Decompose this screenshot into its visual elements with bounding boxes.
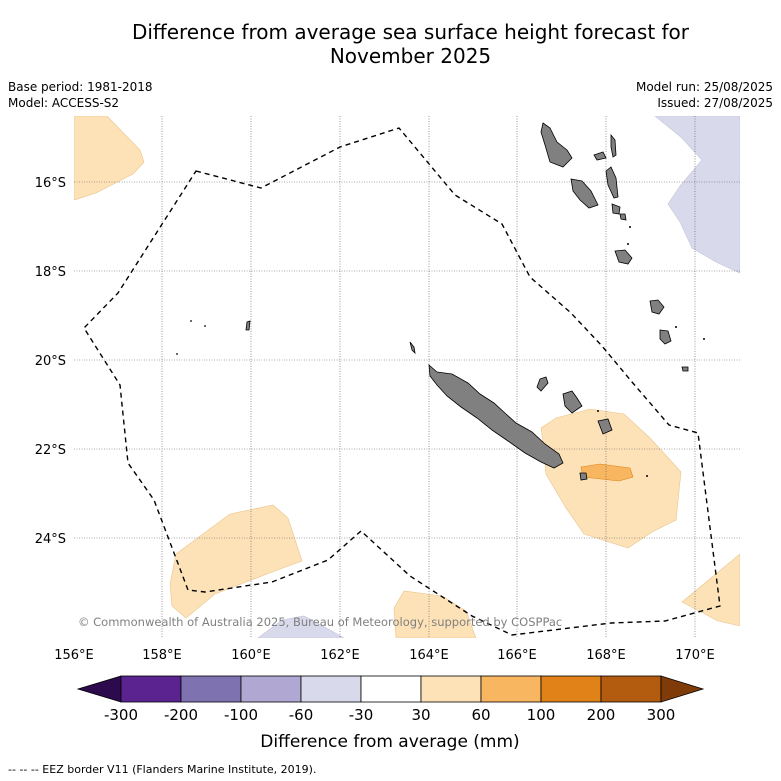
lon-label: 168°E [586,648,626,663]
tanna-island [659,329,672,345]
colorbar-segment [240,675,302,703]
model-run: Model run: 25/08/2025 [635,80,773,94]
small-islets [176,226,705,477]
maewo-island [610,133,617,158]
aneityum-island [681,366,689,372]
epi-island [611,203,621,215]
lon-label: 160°E [231,648,271,663]
colorbar-tick-label: -200 [164,706,198,724]
colorbar-tick-label: -100 [224,706,258,724]
colorbar-tick-label: -60 [289,706,314,724]
right-metadata: Model run: 25/08/2025 Issued: 27/08/2025 [636,79,773,111]
colorbar-tick-label: 100 [527,706,556,724]
ouvea-island [536,376,549,392]
eez-border [83,127,721,636]
map-area [74,116,740,638]
anomaly-negative-ne [654,116,740,274]
base-period: Base period: 1981-2018 [8,80,153,94]
lon-label: 164°E [409,648,449,663]
belep-island [409,341,416,355]
colorbar-segment [180,675,242,703]
longitude-labels: 156°E 158°E 160°E 162°E 164°E 166°E 168°… [54,648,715,663]
anomaly-negative-south [257,615,345,638]
colorbar-tick-label: -300 [104,706,138,724]
colorbar-title: Difference from average (mm) [260,732,519,752]
colorbar-under-arrow [76,675,122,703]
eez-footnote: -- -- -- EEZ border V11 (Flanders Marine… [8,763,317,776]
anomaly-positive-se [681,553,740,627]
anomaly-positive-sw [169,504,303,619]
colorbar-tick-label: 300 [647,706,676,724]
colorbar: -300 -200 -100 -60 -30 30 60 100 200 300 [76,675,705,724]
malekula-island [570,178,599,209]
colorbar-segment [420,675,482,703]
lon-label: 158°E [142,648,182,663]
title-line-1: Difference from average sea surface heig… [131,20,690,44]
lon-label: 162°E [320,648,360,663]
left-metadata: Base period: 1981-2018 Model: ACCESS-S2 [8,79,153,111]
colorbar-segment [300,675,362,703]
isle-of-pines [579,472,588,481]
colorbar-segment [600,675,662,703]
ambae-island [593,151,607,161]
lat-label: 24°S [35,532,66,547]
chesterfield-islet [245,320,251,331]
pentecost-island [605,166,619,199]
gridlines [74,116,740,638]
new-caledonia-grande-terre [428,364,564,469]
colorbar-tick-label: 60 [471,706,490,724]
anomaly-positive-nw [74,116,145,201]
efate-island [614,249,633,265]
lat-label: 22°S [35,443,66,458]
lon-label: 166°E [497,648,537,663]
copyright-notice: © Commonwealth of Australia 2025, Bureau… [78,615,562,629]
lifou-island [562,390,583,414]
espiritu-santo [540,122,573,168]
colorbar-over-arrow [660,675,705,703]
colorbar-tick-label: -30 [349,706,374,724]
colorbar-tick-label: 30 [411,706,430,724]
lat-label: 20°S [35,354,66,369]
issued-date: Issued: 27/08/2025 [657,96,773,110]
colorbar-segment [480,675,542,703]
latitude-labels: 16°S 18°S 20°S 22°S 24°S [35,176,66,547]
anomaly-positive-south [393,590,477,638]
colorbar-tick-label: 200 [587,706,616,724]
title-line-2: November 2025 [329,44,492,68]
colorbar-segment [120,675,182,703]
lat-label: 16°S [35,176,66,191]
mare-island [597,418,613,435]
shepherd-islands [619,213,627,221]
erromango-island [649,299,665,315]
landmasses [245,122,689,481]
lon-label: 156°E [54,648,94,663]
lat-label: 18°S [35,265,66,280]
colorbar-segment [540,675,602,703]
colorbar-segment [360,675,422,703]
model-name: Model: ACCESS-S2 [8,96,120,110]
lon-label: 170°E [675,648,715,663]
map-title: Difference from average sea surface heig… [0,20,781,68]
